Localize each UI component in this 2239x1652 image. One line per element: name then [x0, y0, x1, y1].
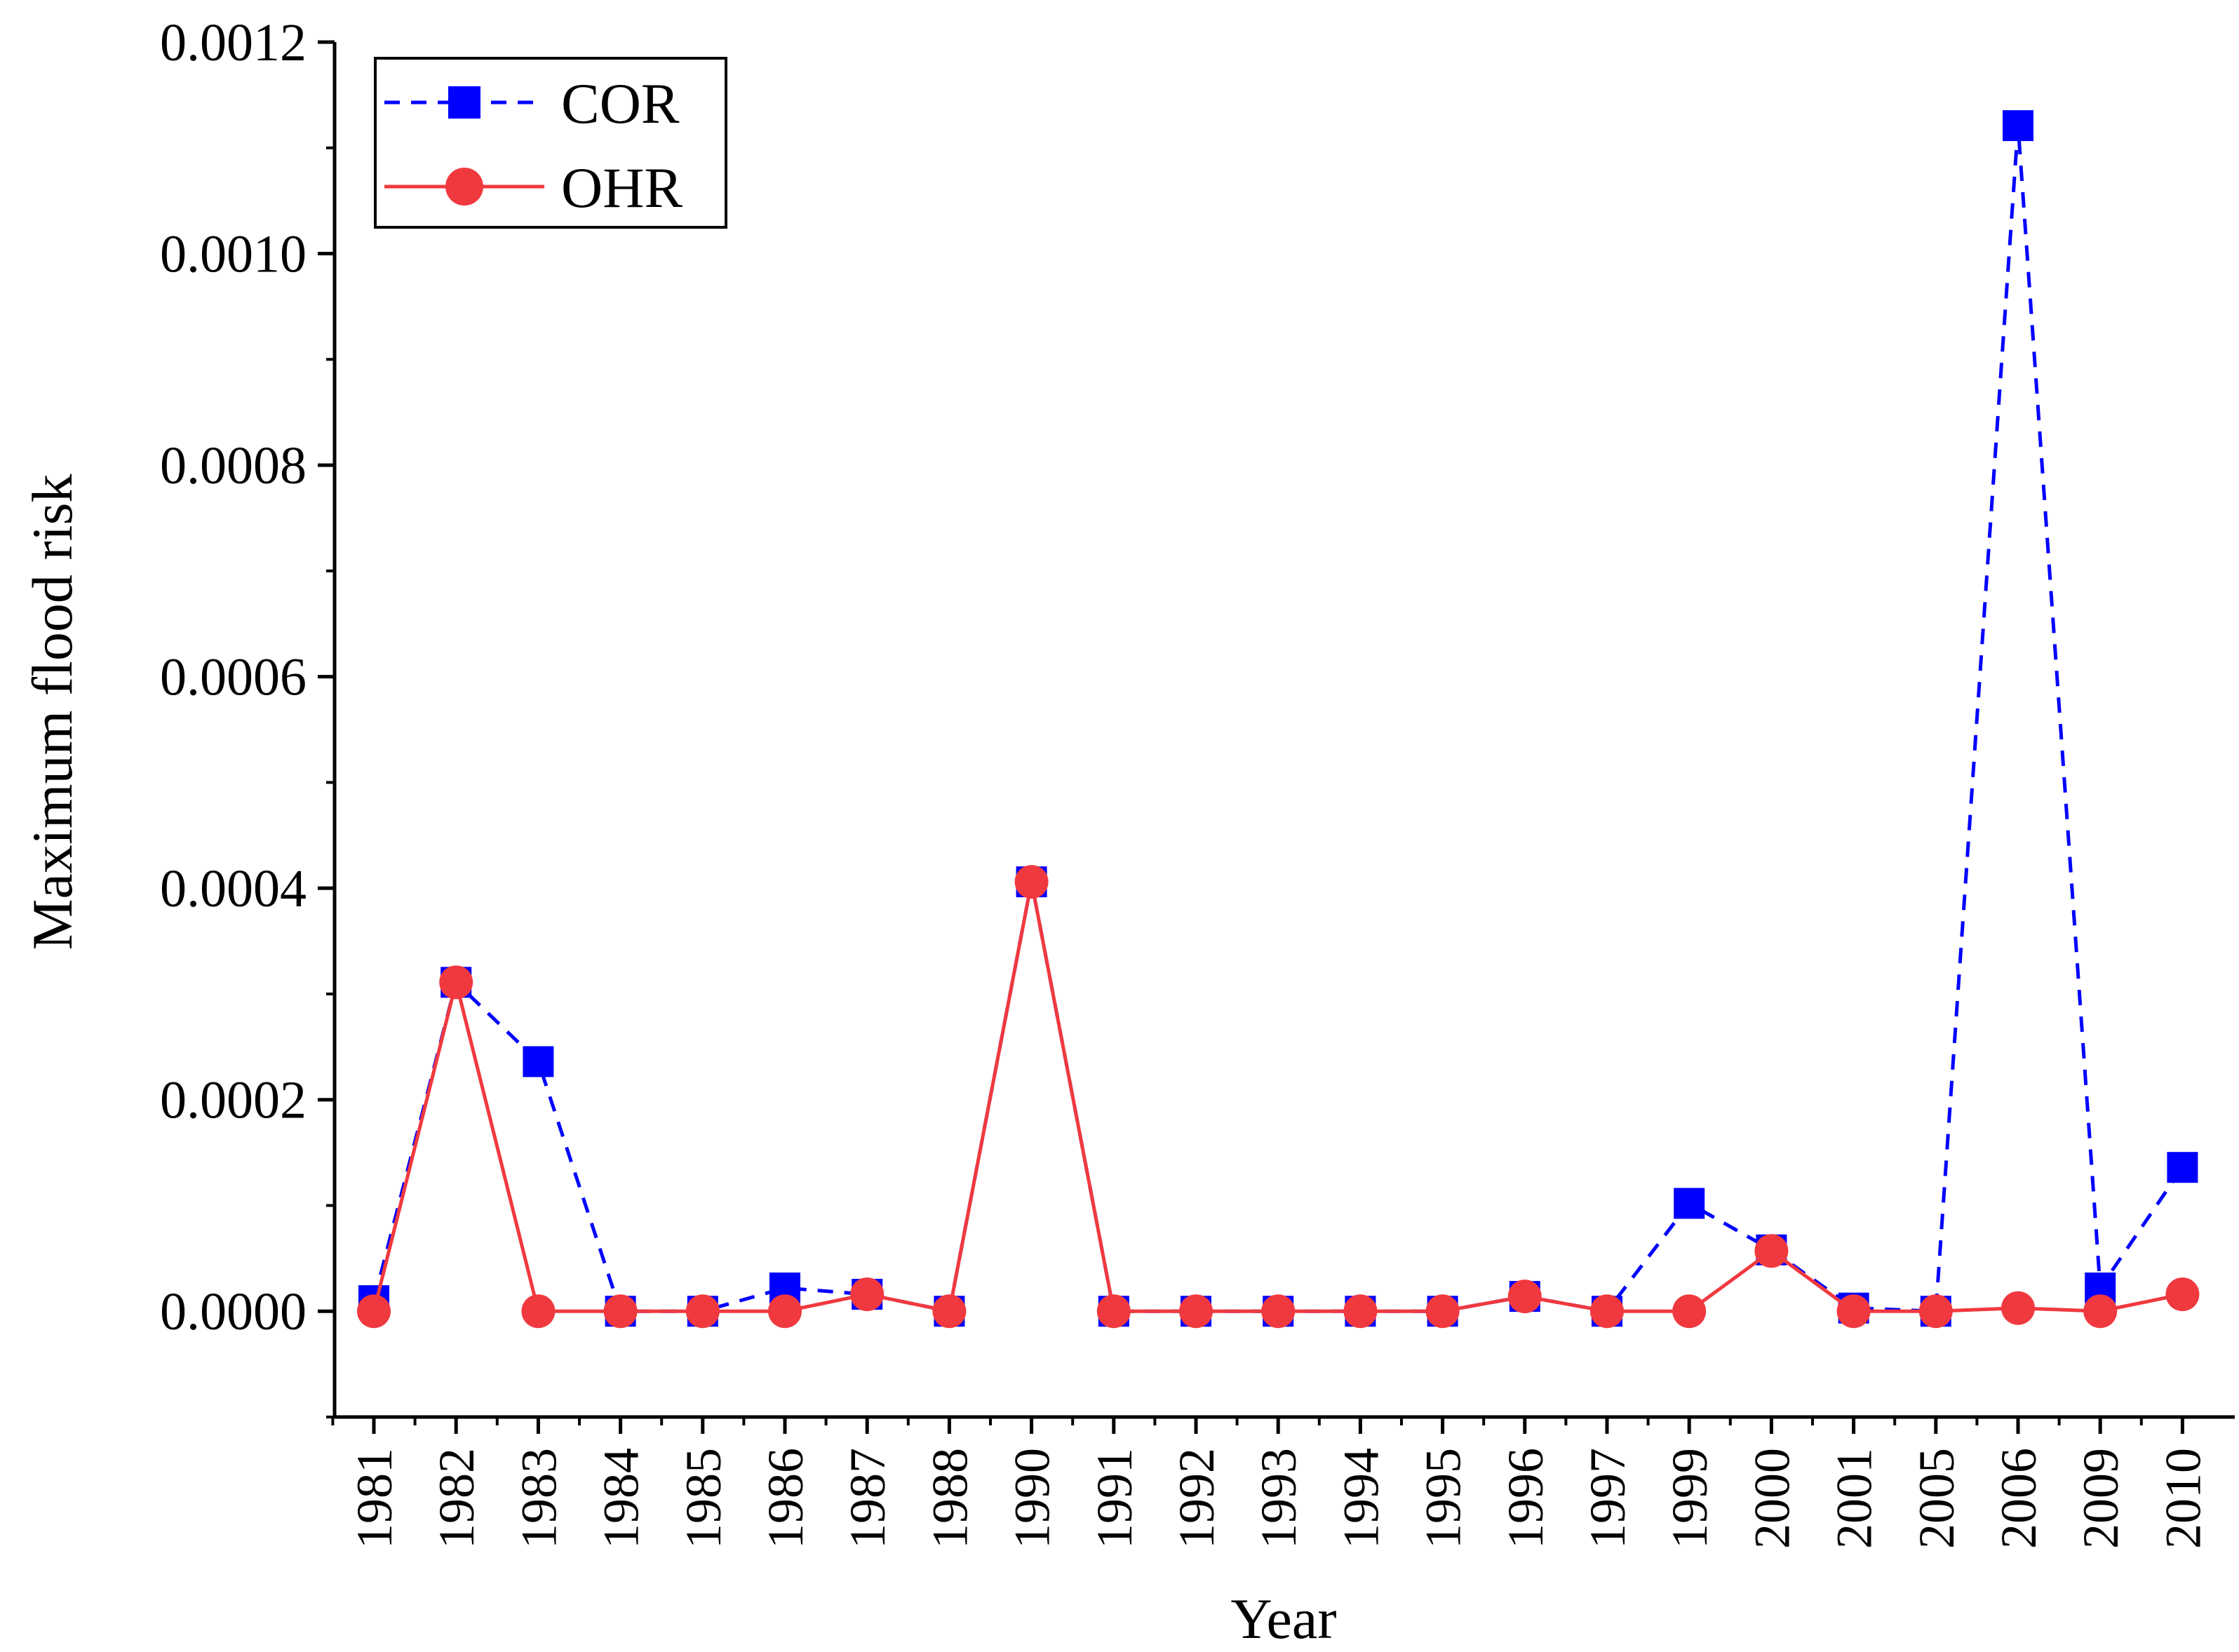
ohr-point — [2165, 1277, 2200, 1312]
ohr-point — [2083, 1294, 2118, 1329]
ohr-point — [1918, 1294, 1953, 1329]
ohr-point — [1836, 1294, 1871, 1329]
y-tick-label: 0.0012 — [160, 13, 307, 72]
cor-line — [372, 125, 2184, 1314]
legend-cor-label: COR — [561, 72, 680, 135]
x-tick-label: 2001 — [1827, 1448, 1883, 1549]
ohr-point — [521, 1294, 556, 1329]
legend: COR OHR — [374, 57, 727, 229]
ohr-point — [1590, 1294, 1624, 1329]
series-ohr — [357, 865, 2200, 1329]
x-tick-label: 1992 — [1169, 1448, 1225, 1549]
x-tick-label: 1991 — [1087, 1448, 1143, 1549]
y-tick-label: 0.0008 — [160, 436, 307, 495]
axes — [332, 42, 2235, 1419]
ohr-point — [850, 1277, 885, 1312]
x-tick-label: 1986 — [758, 1448, 814, 1549]
x-tick-label: 1996 — [1498, 1448, 1554, 1549]
ohr-point — [357, 1294, 391, 1329]
x-tick-label: 1984 — [593, 1448, 650, 1549]
y-tick-label: 0.0000 — [160, 1282, 307, 1341]
x-tick-label: 1997 — [1580, 1448, 1636, 1549]
x-tick-label: 1999 — [1662, 1448, 1718, 1549]
x-tick-label: 1995 — [1416, 1448, 1472, 1549]
y-tick-label: 0.0002 — [160, 1071, 307, 1130]
x-tick-label: 1990 — [1004, 1448, 1061, 1549]
ohr-point — [1343, 1294, 1378, 1329]
y-axis-ticks: 0.0000 0.0002 0.0004 0.0006 0.0008 0.0010 0.00… — [160, 13, 335, 1418]
x-axis-ticks: 1981 1982 1983 1984 1985 1986 1987 1988 1990 1991… — [331, 1417, 2211, 1549]
x-tick-label: 1981 — [347, 1448, 403, 1549]
ohr-point — [768, 1294, 802, 1329]
x-tick-label: 1982 — [429, 1448, 485, 1549]
ohr-point — [1425, 1294, 1460, 1329]
y-tick-label: 0.0006 — [160, 648, 307, 707]
ohr-point — [1507, 1280, 1542, 1314]
ohr-point — [1096, 1294, 1131, 1329]
y-tick-label: 0.0004 — [160, 859, 307, 918]
cor-point — [2167, 1152, 2198, 1183]
ohr-point — [1014, 865, 1049, 899]
x-tick-label: 2000 — [1744, 1448, 1800, 1549]
x-tick-label: 1993 — [1251, 1448, 1307, 1549]
x-tick-label: 2005 — [1909, 1448, 1965, 1549]
cor-point — [1674, 1188, 1705, 1219]
legend-ohr-marker — [445, 168, 483, 206]
legend-box — [374, 57, 727, 229]
series-cor — [358, 110, 2198, 1327]
x-tick-label: 1985 — [675, 1448, 732, 1549]
ohr-point — [603, 1294, 638, 1329]
y-tick-label: 0.0010 — [160, 225, 307, 284]
cor-point — [523, 1046, 554, 1077]
x-tick-label: 1988 — [922, 1448, 978, 1549]
x-axis-title: Year — [1230, 1587, 1336, 1651]
x-tick-label: 2009 — [2073, 1448, 2129, 1549]
x-tick-label: 2006 — [1991, 1448, 2047, 1549]
ohr-point — [685, 1294, 720, 1329]
x-tick-label: 1987 — [840, 1448, 896, 1549]
ohr-point — [1179, 1294, 1213, 1329]
cor-point — [2003, 110, 2033, 142]
ohr-line — [372, 881, 2183, 1314]
ohr-point — [1672, 1294, 1707, 1329]
y-axis-title: Maximum flood risk — [20, 474, 84, 951]
ohr-point — [932, 1294, 967, 1329]
legend-cor-marker — [448, 86, 480, 119]
x-tick-label: 1983 — [511, 1448, 567, 1549]
ohr-point — [439, 965, 473, 1000]
ohr-point — [1754, 1234, 1789, 1268]
ohr-point — [2001, 1291, 2035, 1325]
x-tick-label: 1994 — [1333, 1448, 1389, 1549]
ohr-point — [1261, 1294, 1296, 1329]
x-tick-label: 2010 — [2155, 1448, 2211, 1549]
legend-ohr-label: OHR — [561, 156, 683, 220]
